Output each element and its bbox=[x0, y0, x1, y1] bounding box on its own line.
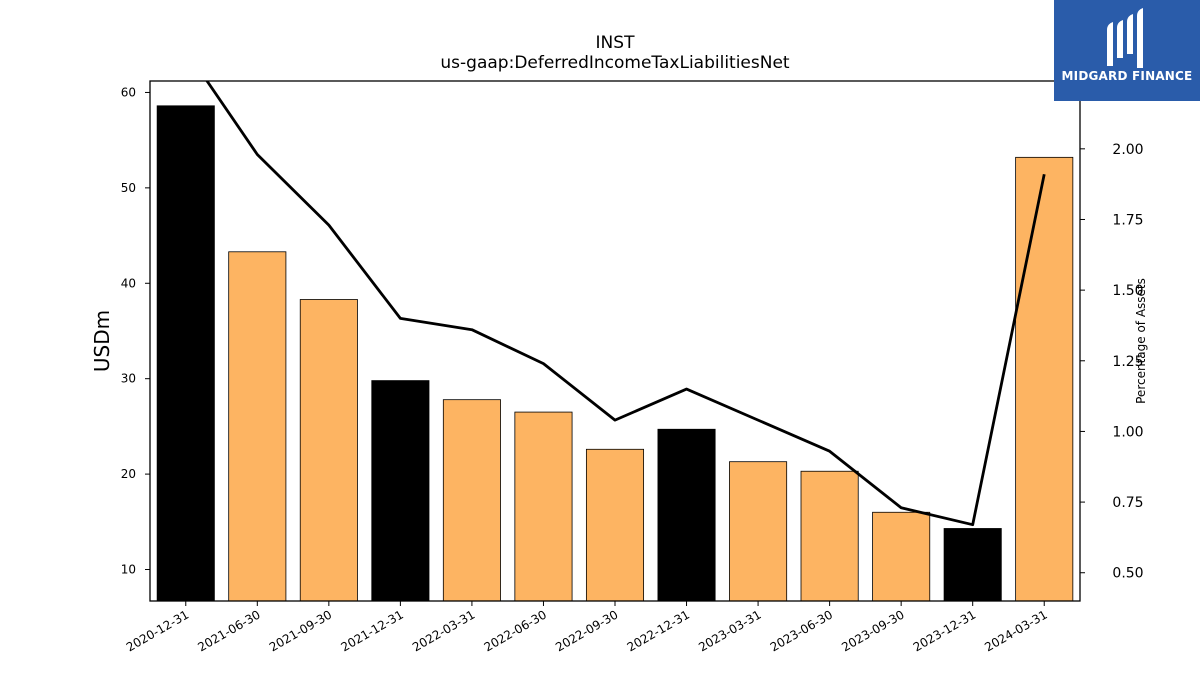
bar-2022-03-31 bbox=[442, 399, 501, 602]
y-axis-label: USDm bbox=[90, 310, 114, 372]
y2-tick-label: 0.75 bbox=[1112, 495, 1143, 511]
bar-2021-09-30 bbox=[299, 299, 358, 602]
y-tick-label: 10 bbox=[121, 563, 136, 577]
y2-tick-label: 2.00 bbox=[1112, 142, 1143, 158]
bar-2023-03-31 bbox=[729, 461, 788, 602]
y2-tick-label: 1.75 bbox=[1112, 212, 1143, 228]
bar-2023-09-30 bbox=[872, 511, 931, 602]
x-tick-label: 2021-06-30 bbox=[195, 607, 262, 654]
x-axis: 2020-12-31 2021-06-30 2021-09-30 2021-12-31… bbox=[124, 601, 1050, 654]
x-tick-label: 2023-09-30 bbox=[839, 607, 906, 654]
y2-axis-label: Percentage of Assets bbox=[1134, 278, 1148, 404]
y-tick-label: 60 bbox=[121, 85, 136, 99]
x-tick-label: 2024-03-31 bbox=[982, 607, 1049, 654]
bar-2021-12-31 bbox=[371, 380, 430, 602]
brand-name: MIDGARD FINANCE bbox=[1061, 69, 1193, 83]
y-tick-label: 20 bbox=[121, 467, 136, 481]
line-series bbox=[205, 81, 1046, 527]
x-tick-label: 2023-06-30 bbox=[768, 607, 835, 654]
brand-logo: MIDGARD FINANCE bbox=[1054, 0, 1200, 101]
bar-2021-06-30 bbox=[228, 251, 287, 602]
chart-title: INST bbox=[596, 33, 636, 53]
x-tick-label: 2022-06-30 bbox=[482, 607, 549, 654]
percentage-of-assets-line bbox=[205, 81, 1046, 527]
x-tick-label: 2020-12-31 bbox=[124, 607, 191, 654]
y-tick-label: 30 bbox=[121, 372, 136, 386]
bar-2023-12-31 bbox=[943, 528, 1002, 602]
x-tick-label: 2023-03-31 bbox=[696, 607, 763, 654]
bar-2022-09-30 bbox=[585, 448, 645, 602]
chart-subtitle: us-gaap:DeferredIncomeTaxLiabilitiesNet bbox=[440, 53, 790, 73]
y-axis-right: 0.50 0.75 1.00 1.25 1.50 1.75 2.00 bbox=[1080, 142, 1144, 582]
x-tick-label: 2022-03-31 bbox=[410, 607, 477, 654]
x-tick-label: 2022-09-30 bbox=[553, 607, 620, 654]
bar-2022-12-31 bbox=[657, 428, 716, 602]
midgard-logo-icon bbox=[1107, 8, 1143, 68]
y2-tick-label: 1.25 bbox=[1112, 354, 1143, 370]
x-tick-label: 2021-12-31 bbox=[338, 607, 405, 654]
bar-2022-06-30 bbox=[514, 411, 573, 602]
y-tick-label: 40 bbox=[121, 276, 136, 290]
y-tick-label: 50 bbox=[121, 181, 136, 195]
x-tick-label: 2022-12-31 bbox=[625, 607, 692, 654]
y2-tick-label: 0.50 bbox=[1112, 566, 1143, 582]
y2-tick-label: 1.50 bbox=[1112, 283, 1143, 299]
x-tick-label: 2021-09-30 bbox=[267, 607, 334, 654]
bar-2020-12-31 bbox=[156, 105, 215, 602]
bar-series bbox=[156, 105, 1074, 602]
bar-2023-06-30 bbox=[800, 470, 859, 602]
y-axis-left: 10 20 30 40 50 60 bbox=[121, 85, 150, 577]
bar-2024-03-31 bbox=[1015, 156, 1074, 602]
y2-tick-label: 1.00 bbox=[1112, 424, 1143, 440]
x-tick-label: 2023-12-31 bbox=[911, 607, 978, 654]
